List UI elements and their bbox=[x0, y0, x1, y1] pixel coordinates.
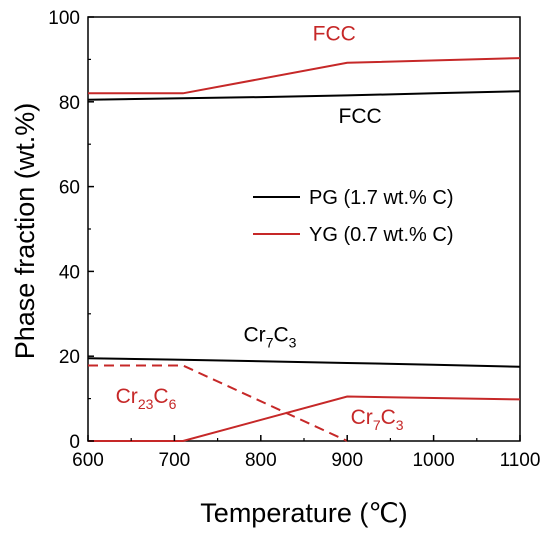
series-pg-fcc bbox=[87, 90, 521, 101]
phase-label-subscript: 6 bbox=[169, 396, 177, 412]
series-yg-cr23c6 bbox=[88, 364, 348, 442]
phase-label-subscript: 3 bbox=[289, 334, 297, 350]
series-pg-cr7c3 bbox=[87, 357, 521, 368]
series-layer bbox=[87, 57, 521, 442]
phase-label: Cr23C6 bbox=[116, 385, 177, 412]
phase-label-text: Cr bbox=[116, 385, 138, 408]
y-tick-label: 60 bbox=[59, 178, 80, 199]
series-yg-fcc bbox=[88, 57, 521, 95]
phase-label: Cr7C3 bbox=[351, 406, 404, 433]
x-tick-label: 1000 bbox=[412, 450, 454, 471]
phase-label-subscript: 7 bbox=[266, 334, 274, 350]
y-tick-label: 40 bbox=[59, 262, 80, 283]
plot-border bbox=[87, 16, 521, 442]
x-tick-label: 900 bbox=[331, 450, 363, 471]
plot-frame bbox=[87, 16, 521, 442]
x-tick-label: 1100 bbox=[500, 450, 541, 471]
y-tick-label: 80 bbox=[59, 93, 80, 114]
phase-label: FCC bbox=[313, 22, 356, 45]
phase-label-text: Cr bbox=[351, 406, 373, 429]
phase-label-text: C bbox=[153, 385, 168, 408]
phase-label-text: FCC bbox=[339, 105, 382, 128]
x-tick-label: 800 bbox=[245, 450, 277, 471]
phase-label-subscript: 7 bbox=[373, 417, 381, 433]
phase-label-text: Cr bbox=[244, 323, 266, 346]
phase-label-text: FCC bbox=[313, 22, 356, 45]
series-yg-cr7c3 bbox=[88, 395, 521, 442]
legend: PG (1.7 wt.% C) YG (0.7 wt.% C) bbox=[253, 187, 453, 246]
phase-label-text: C bbox=[273, 323, 288, 346]
phase-label: FCC bbox=[339, 105, 382, 128]
phase-label-subscript: 3 bbox=[396, 417, 404, 433]
y-axis-title: Phase fraction (wt.%) bbox=[10, 103, 40, 360]
x-axis-title: Temperature (℃) bbox=[200, 498, 407, 528]
y-tick-label: 100 bbox=[48, 8, 80, 29]
phase-label-text: C bbox=[381, 406, 396, 429]
y-tick-label: 0 bbox=[69, 432, 80, 453]
phase-label: Cr7C3 bbox=[244, 323, 297, 350]
phase-label-subscript: 23 bbox=[138, 396, 154, 412]
legend-label: PG (1.7 wt.% C) bbox=[309, 187, 453, 209]
x-tick-label: 600 bbox=[72, 450, 104, 471]
ticks-layer: 600 700 800 900 1000 1100 0 20 40 60 80 100 bbox=[48, 8, 540, 471]
y-tick-label: 20 bbox=[59, 347, 80, 368]
x-tick-label: 700 bbox=[159, 450, 191, 471]
legend-label: YG (0.7 wt.% C) bbox=[309, 224, 453, 246]
